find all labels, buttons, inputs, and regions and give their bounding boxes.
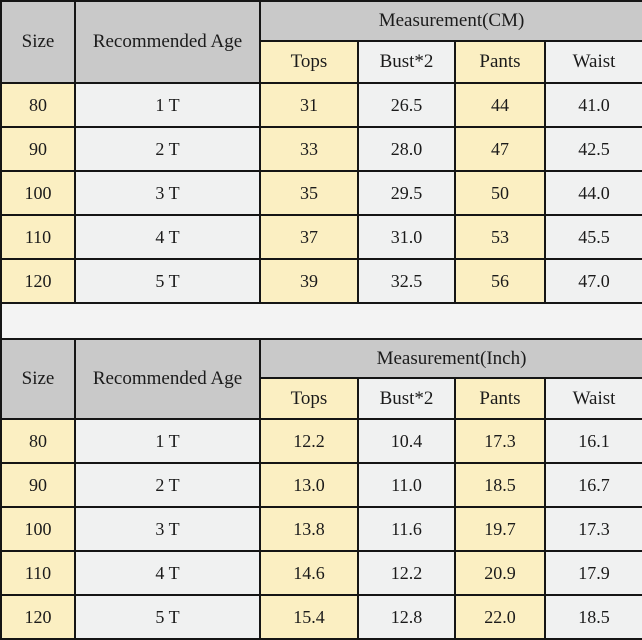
age-cell: 5 T	[74, 258, 261, 304]
age-cell: 3 T	[74, 506, 261, 552]
inch-size-column-header: Size	[0, 338, 76, 420]
size-cell: 110	[0, 550, 76, 596]
bust-cell: 11.0	[357, 462, 456, 508]
bust-cell: 26.5	[357, 82, 456, 128]
age-cell: 2 T	[74, 126, 261, 172]
bust-cell: 12.2	[357, 550, 456, 596]
table-row: 100 3 T 13.8 11.6 19.7 17.3	[0, 506, 642, 552]
size-cell: 120	[0, 258, 76, 304]
tops-cell: 31	[259, 82, 359, 128]
table-row: 110 4 T 37 31.0 53 45.5	[0, 214, 642, 260]
size-cell: 90	[0, 126, 76, 172]
tops-cell: 37	[259, 214, 359, 260]
size-cell: 100	[0, 170, 76, 216]
tops-cell: 13.8	[259, 506, 359, 552]
waist-cell: 44.0	[543, 170, 642, 216]
table-row: 120 5 T 15.4 12.8 22.0 18.5	[0, 594, 642, 640]
table-spacer	[0, 302, 642, 340]
bust-cell: 32.5	[357, 258, 456, 304]
bust-cell: 29.5	[357, 170, 456, 216]
cm-header-row: Size Recommended Age Measurement(CM)	[0, 0, 642, 84]
age-cell: 1 T	[74, 418, 261, 464]
tops-cell: 39	[259, 258, 359, 304]
pants-cell: 53	[454, 214, 546, 260]
inch-header-row: Size Recommended Age Measurement(Inch)	[0, 338, 642, 420]
table-row: 110 4 T 14.6 12.2 20.9 17.9	[0, 550, 642, 596]
pants-cell: 44	[454, 82, 546, 128]
table-row: 80 1 T 12.2 10.4 17.3 16.1	[0, 418, 642, 464]
size-cell: 110	[0, 214, 76, 260]
spacer-row	[0, 302, 642, 340]
cm-age-column-header: Recommended Age	[74, 0, 261, 84]
inch-waist-column-header: Waist	[543, 377, 642, 420]
age-cell: 1 T	[74, 82, 261, 128]
size-cell: 100	[0, 506, 76, 552]
inch-pants-column-header: Pants	[454, 377, 546, 420]
waist-cell: 16.1	[543, 418, 642, 464]
table-row: 90 2 T 13.0 11.0 18.5 16.7	[0, 462, 642, 508]
size-cell: 120	[0, 594, 76, 640]
size-cell: 90	[0, 462, 76, 508]
waist-cell: 17.9	[543, 550, 642, 596]
pants-cell: 18.5	[454, 462, 546, 508]
cm-tops-column-header: Tops	[259, 40, 359, 84]
pants-cell: 56	[454, 258, 546, 304]
age-cell: 5 T	[74, 594, 261, 640]
size-cell: 80	[0, 418, 76, 464]
inch-age-column-header: Recommended Age	[74, 338, 261, 420]
bust-cell: 10.4	[357, 418, 456, 464]
pants-cell: 19.7	[454, 506, 546, 552]
cm-bust-column-header: Bust*2	[357, 40, 456, 84]
bust-cell: 11.6	[357, 506, 456, 552]
tops-cell: 12.2	[259, 418, 359, 464]
tops-cell: 14.6	[259, 550, 359, 596]
pants-cell: 22.0	[454, 594, 546, 640]
waist-cell: 18.5	[543, 594, 642, 640]
waist-cell: 41.0	[543, 82, 642, 128]
measurement-cm-header: Measurement(CM)	[258, 0, 642, 42]
table-row: 120 5 T 39 32.5 56 47.0	[0, 258, 642, 304]
waist-cell: 17.3	[543, 506, 642, 552]
tops-cell: 35	[259, 170, 359, 216]
waist-cell: 42.5	[543, 126, 642, 172]
cm-size-column-header: Size	[0, 0, 76, 84]
bust-cell: 28.0	[357, 126, 456, 172]
tops-cell: 13.0	[259, 462, 359, 508]
bust-cell: 31.0	[357, 214, 456, 260]
cm-waist-column-header: Waist	[543, 40, 642, 84]
tops-cell: 15.4	[259, 594, 359, 640]
inch-tops-column-header: Tops	[259, 377, 359, 420]
bust-cell: 12.8	[357, 594, 456, 640]
table-row: 90 2 T 33 28.0 47 42.5	[0, 126, 642, 172]
tops-cell: 33	[259, 126, 359, 172]
pants-cell: 17.3	[454, 418, 546, 464]
pants-cell: 20.9	[454, 550, 546, 596]
age-cell: 3 T	[74, 170, 261, 216]
age-cell: 2 T	[74, 462, 261, 508]
cm-subheader-row: Tops Bust*2 Pants Waist	[1, 40, 642, 84]
age-cell: 4 T	[74, 550, 261, 596]
waist-cell: 16.7	[543, 462, 642, 508]
waist-cell: 47.0	[543, 258, 642, 304]
size-cell: 80	[0, 82, 76, 128]
pants-cell: 47	[454, 126, 546, 172]
waist-cell: 45.5	[543, 214, 642, 260]
age-cell: 4 T	[74, 214, 261, 260]
inch-bust-column-header: Bust*2	[357, 377, 456, 420]
inch-subheader-row: Tops Bust*2 Pants Waist	[1, 377, 642, 420]
table-row: 80 1 T 31 26.5 44 41.0	[0, 82, 642, 128]
cm-pants-column-header: Pants	[454, 40, 546, 84]
measurement-inch-header: Measurement(Inch)	[258, 338, 642, 379]
table-row: 100 3 T 35 29.5 50 44.0	[0, 170, 642, 216]
pants-cell: 50	[454, 170, 546, 216]
